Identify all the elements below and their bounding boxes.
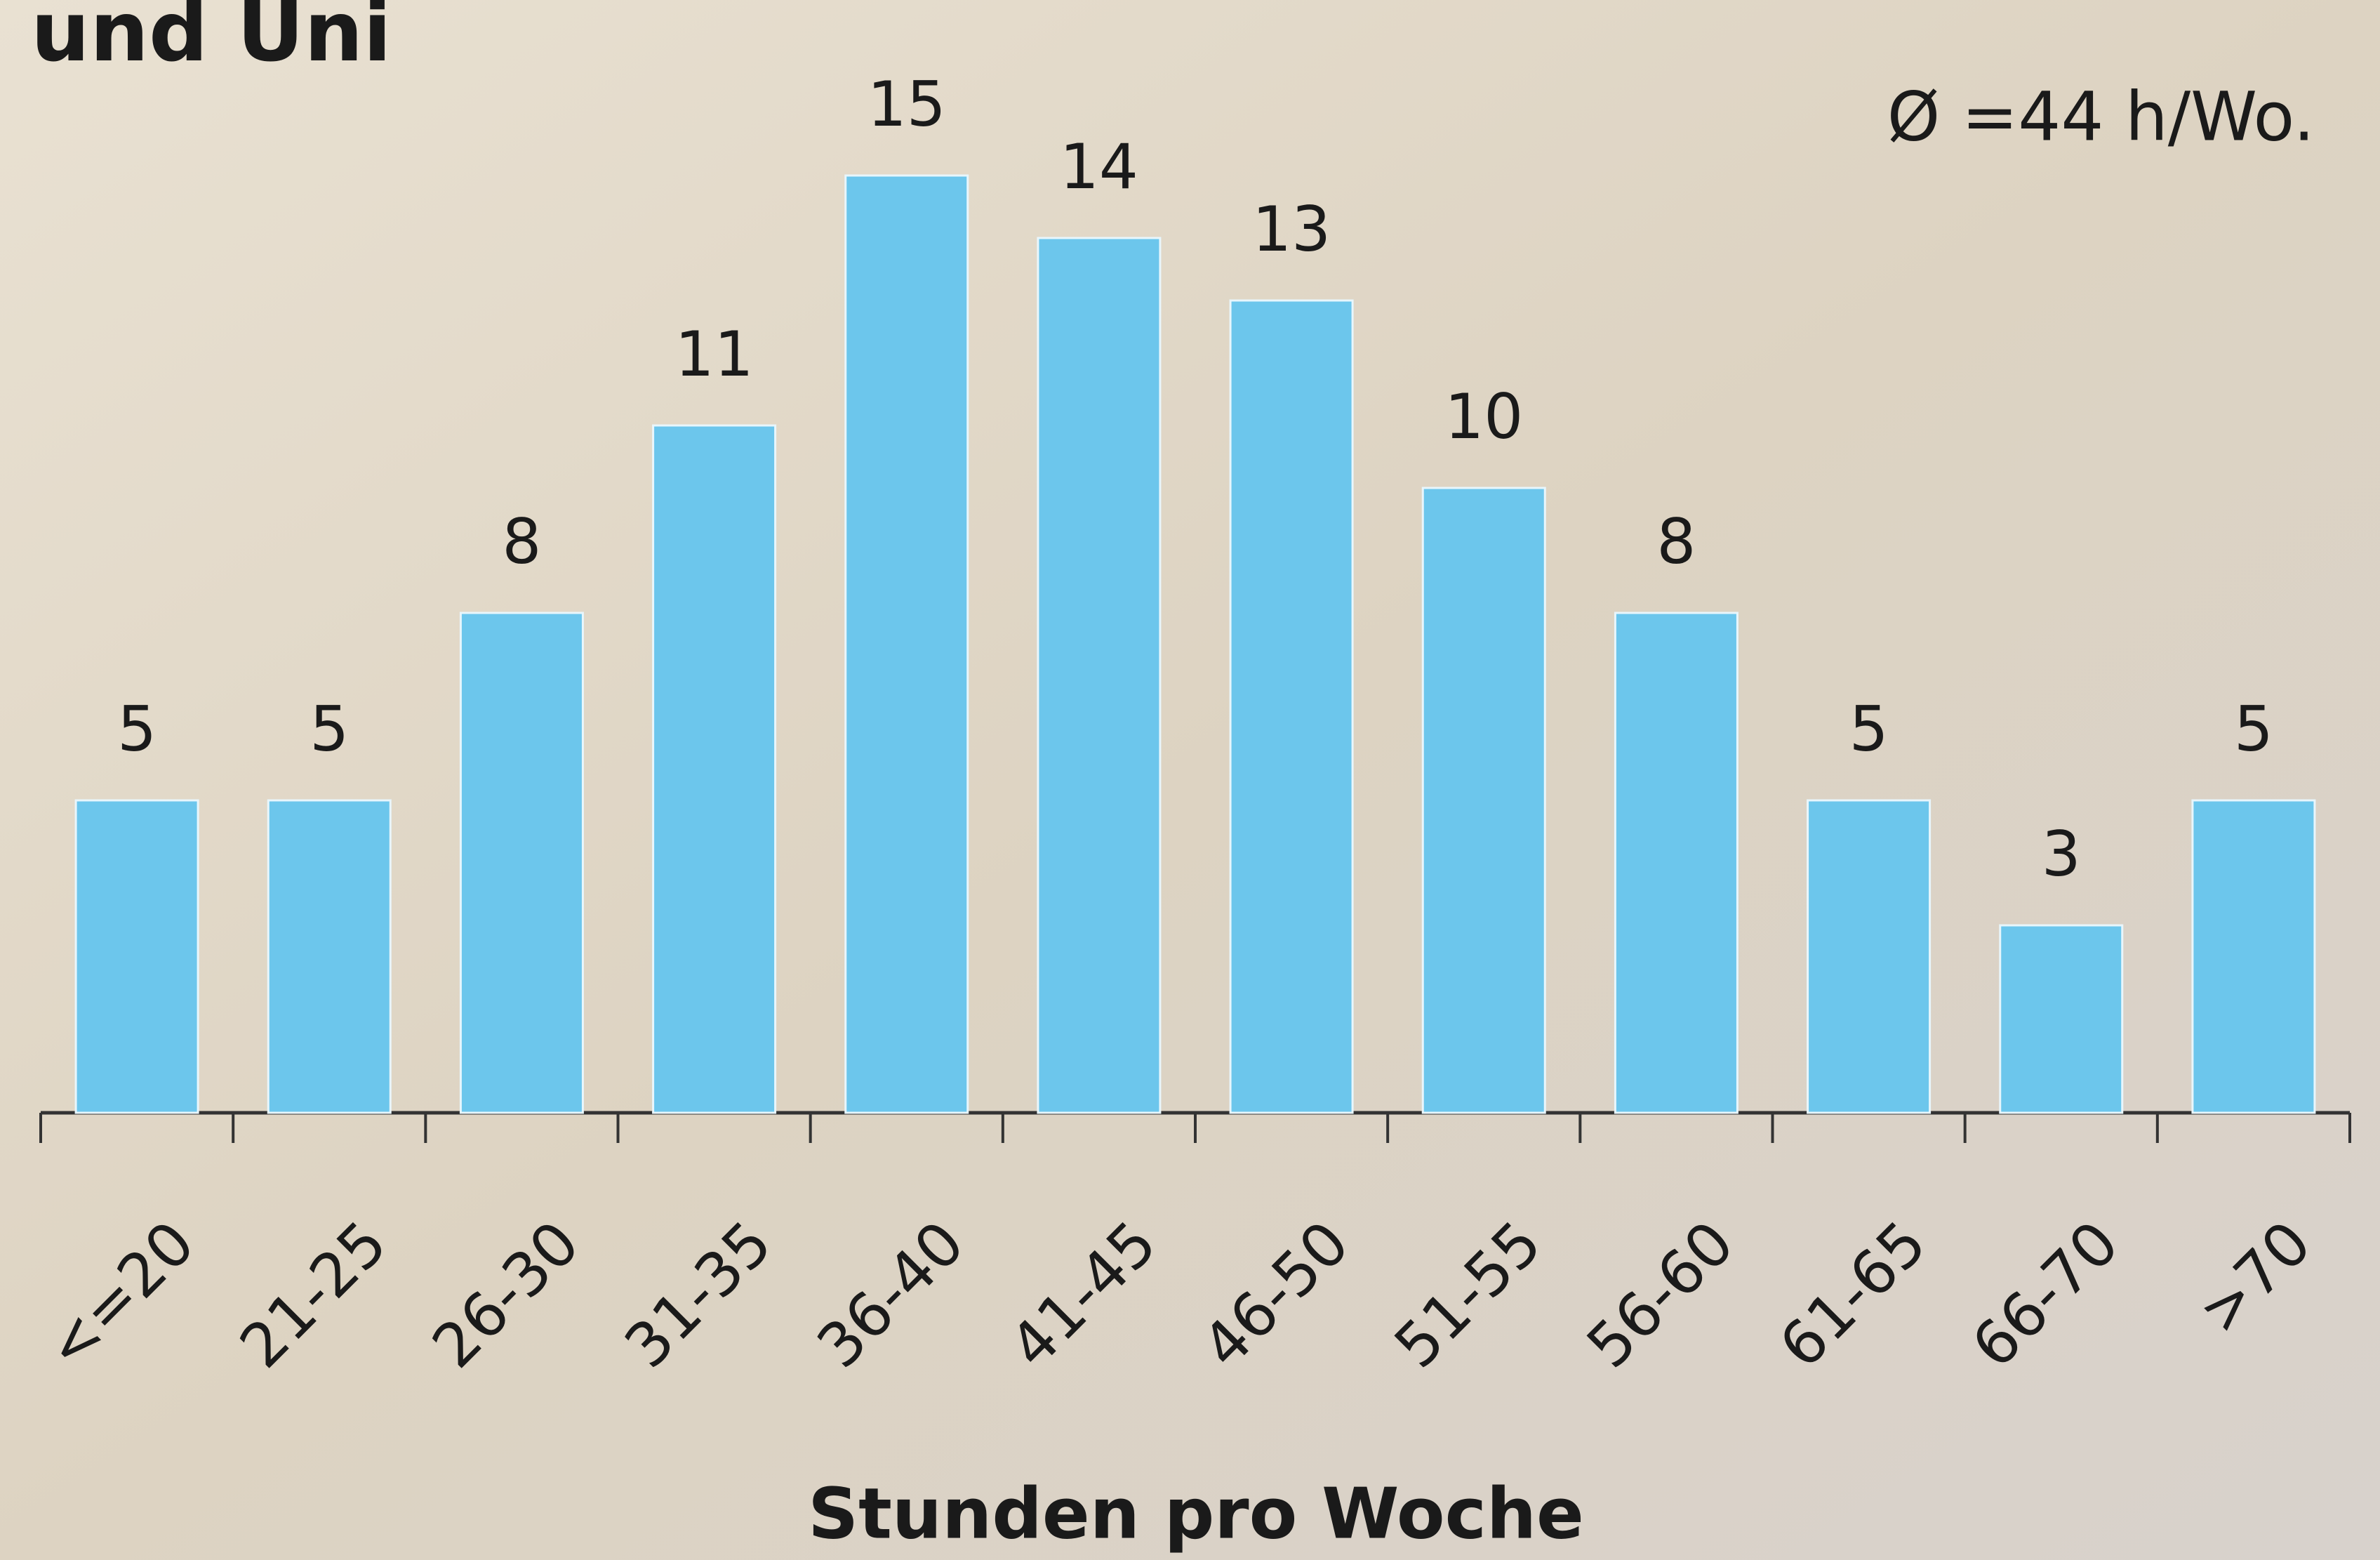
chart-title: und Uni bbox=[31, 0, 392, 80]
bar bbox=[846, 176, 968, 1113]
value-label: 5 bbox=[1849, 693, 1889, 765]
value-label: 5 bbox=[117, 693, 157, 765]
bar bbox=[2193, 800, 2315, 1113]
value-label: 14 bbox=[1060, 131, 1138, 203]
bar bbox=[1808, 800, 1930, 1113]
bar bbox=[1615, 613, 1737, 1113]
bar bbox=[460, 613, 583, 1113]
value-label: 5 bbox=[2234, 693, 2273, 765]
bar bbox=[1038, 238, 1160, 1113]
value-label: 11 bbox=[675, 318, 754, 390]
value-label: 8 bbox=[502, 505, 541, 578]
value-label: 10 bbox=[1444, 381, 1523, 453]
chart: und Uni Ø =44 h/Wo. Stunden pro Woche 5<… bbox=[0, 0, 2380, 1560]
bar bbox=[76, 800, 198, 1113]
value-label: 5 bbox=[310, 693, 349, 765]
x-axis-label: Stunden pro Woche bbox=[808, 1472, 1584, 1554]
value-label: 3 bbox=[2042, 818, 2081, 890]
bar bbox=[653, 425, 776, 1113]
page: und Uni Ø =44 h/Wo. Stunden pro Woche 5<… bbox=[0, 0, 2380, 1560]
annotation: Ø =44 h/Wo. bbox=[1887, 77, 2315, 156]
value-label: 8 bbox=[1656, 505, 1696, 578]
bar bbox=[2000, 925, 2122, 1113]
bar bbox=[268, 800, 390, 1113]
bar bbox=[1230, 300, 1352, 1113]
value-label: 15 bbox=[867, 68, 946, 140]
value-label: 13 bbox=[1252, 193, 1331, 265]
bar bbox=[1423, 488, 1545, 1113]
